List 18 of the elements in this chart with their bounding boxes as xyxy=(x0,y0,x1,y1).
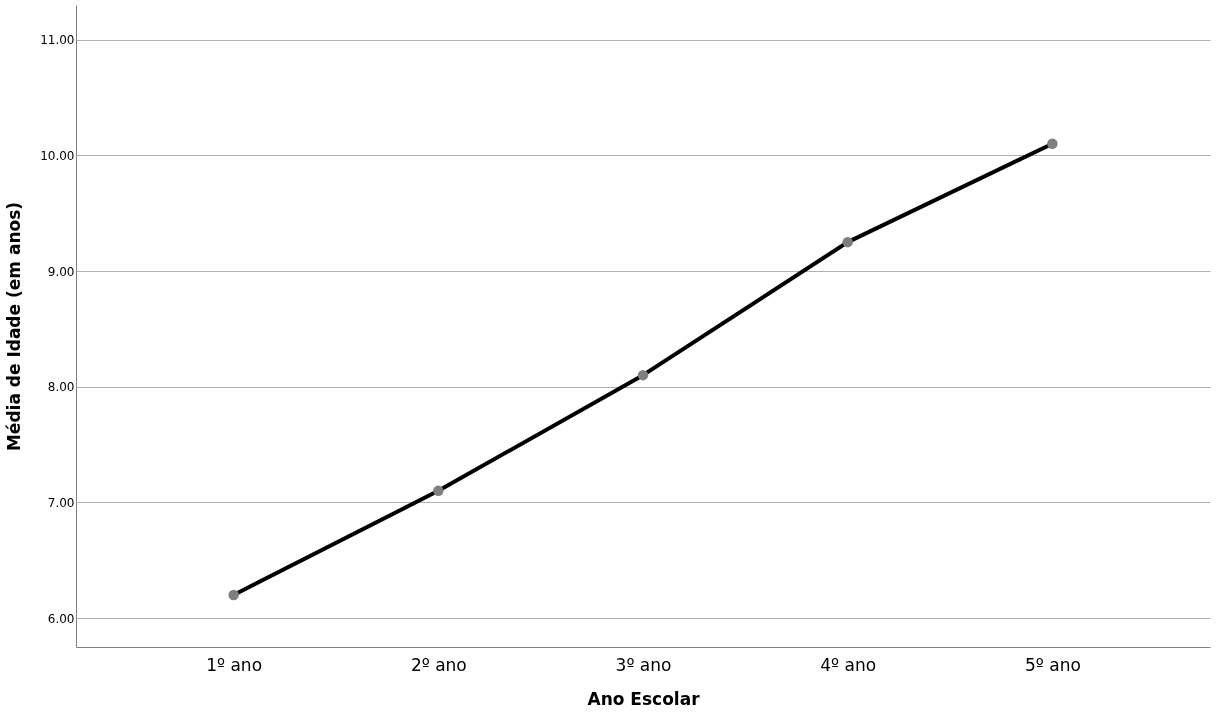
point xyxy=(228,589,239,601)
y-tick-label: 8.00 xyxy=(47,380,75,395)
x-tick-label: 5º ano xyxy=(1024,654,1081,675)
x-axis-title: Ano Escolar xyxy=(587,688,701,709)
point xyxy=(1047,138,1058,150)
y-axis-title: Média de Idade (em anos) xyxy=(4,201,25,452)
x-tick-label: 2º ano xyxy=(410,654,467,675)
x-tick-label: 4º ano xyxy=(820,654,877,675)
y-tick-label: 10.00 xyxy=(40,148,75,163)
y-tick-label: 6.00 xyxy=(47,611,75,626)
point xyxy=(842,236,853,248)
x-tick-label: 3º ano xyxy=(615,654,672,675)
y-tick-label: 7.00 xyxy=(47,495,75,510)
y-tick-label: 9.00 xyxy=(47,264,75,279)
point xyxy=(433,485,444,497)
y-tick-label: 11.00 xyxy=(40,33,75,48)
point xyxy=(637,369,649,381)
x-tick-label: 1º ano xyxy=(206,654,263,675)
